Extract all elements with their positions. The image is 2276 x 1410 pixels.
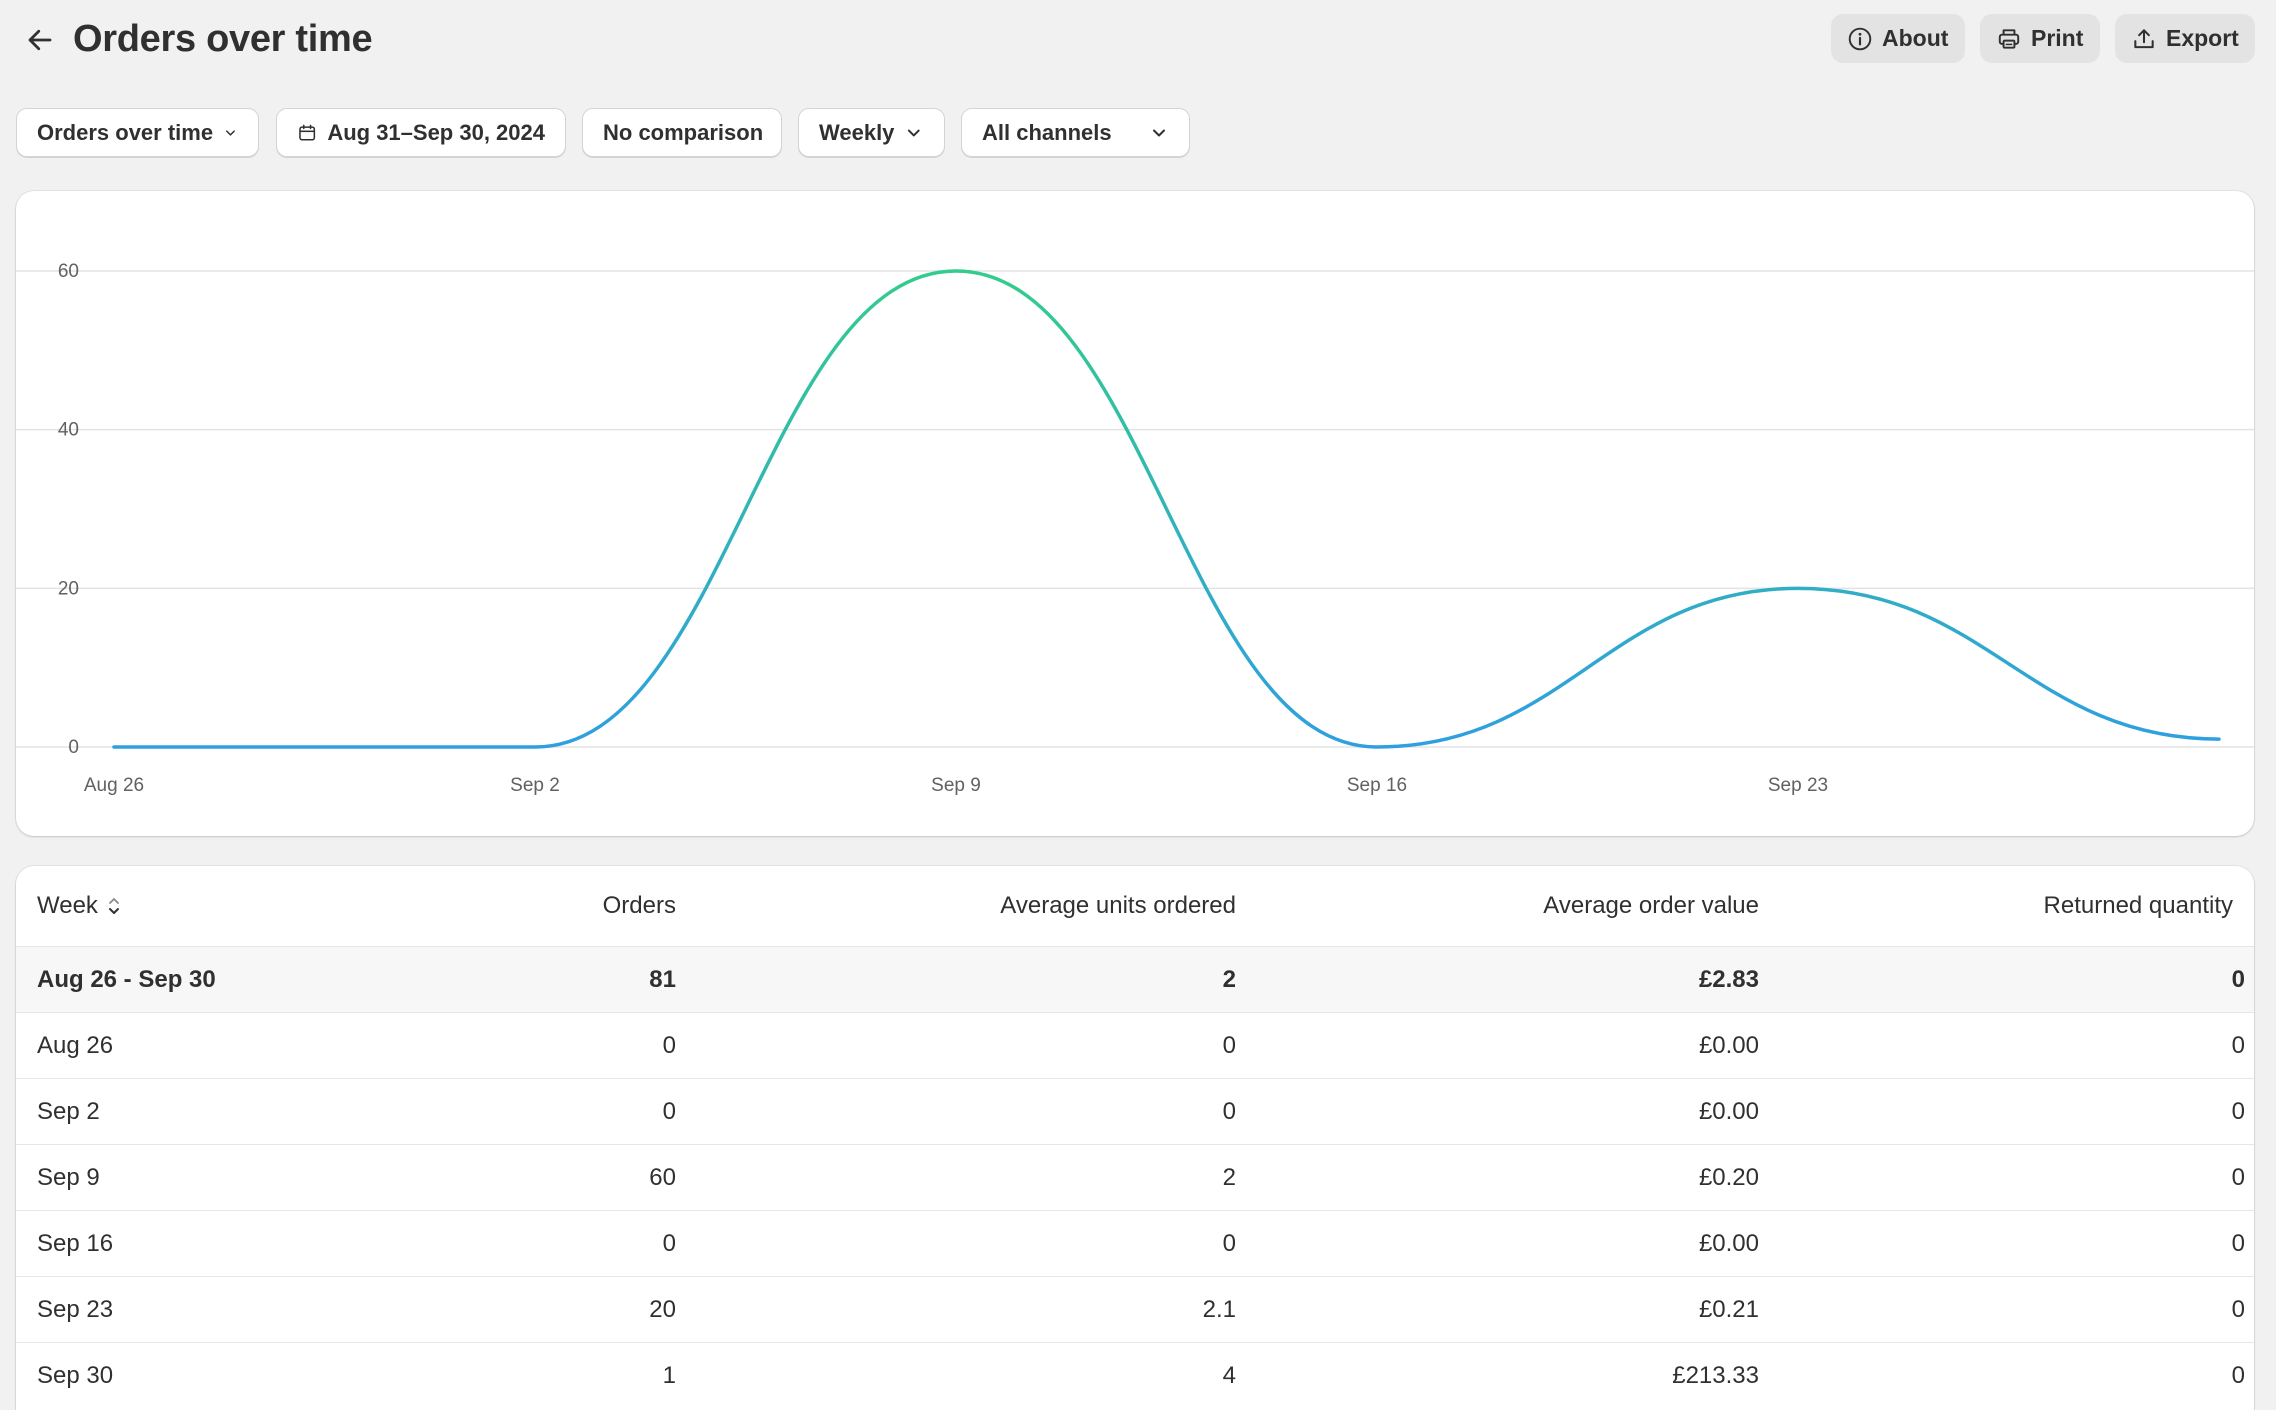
cell-orders: 0 xyxy=(662,1229,676,1257)
cell-avg-units: 0 xyxy=(1222,1031,1236,1059)
export-button[interactable]: Export xyxy=(2115,14,2255,63)
info-icon xyxy=(1848,27,1872,50)
cell-returned-qty: 0 xyxy=(2231,1031,2245,1059)
about-label: About xyxy=(1882,25,1949,51)
comparison-label: No comparison xyxy=(603,119,764,145)
cell-returned-qty: 0 xyxy=(2231,1295,2245,1323)
cell-returned-qty: 0 xyxy=(2231,1163,2245,1191)
x-tick-label: Aug 26 xyxy=(84,775,144,796)
arrow-left-icon xyxy=(28,29,52,51)
cell-avg-order-value: £0.00 xyxy=(1698,1097,1759,1125)
print-label: Print xyxy=(2031,25,2084,51)
cell-avg-order-value: £213.33 xyxy=(1672,1361,1759,1389)
cell-avg-order-value: £0.21 xyxy=(1698,1295,1759,1323)
column-header-week[interactable]: Week xyxy=(37,866,437,946)
cell-returned-qty: 0 xyxy=(2231,1229,2245,1257)
orders-series-line xyxy=(112,269,2221,749)
x-axis: Aug 26 Sep 2 Sep 9 Sep 16 Sep 23 xyxy=(84,775,1828,796)
table-row: Sep 9 60 2 £0.20 0 xyxy=(16,1144,2254,1210)
x-tick-label: Sep 2 xyxy=(510,775,560,796)
y-axis: 0 20 40 60 xyxy=(58,261,79,758)
cell-avg-units: 0 xyxy=(1222,1229,1236,1257)
column-header-avg-units[interactable]: Average units ordered xyxy=(1000,892,1236,919)
total-avg-units: 2 xyxy=(1222,965,1236,993)
column-header-returned-qty[interactable]: Returned quantity xyxy=(2043,892,2233,919)
calendar-icon xyxy=(299,124,316,141)
upload-icon xyxy=(2134,28,2154,48)
chart-card: 0 20 40 60 Aug 26 Sep 2 Sep 9 Sep 16 Sep 23 xyxy=(16,191,2254,836)
page-header: Orders over time About Print Ex xyxy=(0,0,2276,80)
total-avg-order-value: £2.83 xyxy=(1698,965,1759,993)
cell-week: Sep 23 xyxy=(37,1295,114,1323)
cell-week: Sep 2 xyxy=(37,1097,100,1125)
x-tick-label: Sep 16 xyxy=(1347,775,1407,796)
y-tick-label: 0 xyxy=(68,737,79,758)
cell-avg-units: 2 xyxy=(1222,1163,1236,1191)
table-row: Sep 2 0 0 £0.00 0 xyxy=(16,1078,2254,1144)
cell-orders: 0 xyxy=(662,1097,676,1125)
about-button[interactable]: About xyxy=(1831,14,1965,63)
chart-gridlines xyxy=(16,270,2254,748)
table-total-row: Aug 26 - Sep 30 81 2 £2.83 0 xyxy=(16,946,2254,1012)
y-tick-label: 60 xyxy=(58,261,79,282)
x-tick-label: Sep 23 xyxy=(1768,775,1828,796)
cell-avg-order-value: £0.00 xyxy=(1698,1031,1759,1059)
cell-week: Sep 16 xyxy=(37,1229,114,1257)
granularity-select[interactable]: Weekly xyxy=(798,108,945,157)
channels-label: All channels xyxy=(982,119,1112,145)
table-header-row: Week Orders Average units ordered Averag… xyxy=(16,866,2254,946)
column-header-avg-order-value[interactable]: Average order value xyxy=(1543,892,1759,919)
orders-line-chart: 0 20 40 60 Aug 26 Sep 2 Sep 9 Sep 16 Sep 23 xyxy=(16,261,2254,796)
channels-select[interactable]: All channels xyxy=(961,108,1190,157)
total-orders: 81 xyxy=(649,965,676,993)
cell-avg-units: 4 xyxy=(1222,1361,1236,1389)
cell-returned-qty: 0 xyxy=(2231,1361,2245,1389)
page-title: Orders over time xyxy=(73,18,373,60)
report-type-select[interactable]: Orders over time xyxy=(16,108,259,157)
report-type-label: Orders over time xyxy=(37,119,214,145)
column-header-orders[interactable]: Orders xyxy=(602,892,676,919)
cell-avg-units: 0 xyxy=(1222,1097,1236,1125)
cell-week: Aug 26 xyxy=(37,1031,114,1059)
cell-avg-units: 2.1 xyxy=(1202,1295,1236,1323)
cell-avg-order-value: £0.20 xyxy=(1698,1163,1759,1191)
printer-icon xyxy=(1998,28,2020,49)
back-button[interactable] xyxy=(18,18,62,62)
cell-orders: 0 xyxy=(662,1031,676,1059)
cell-orders: 1 xyxy=(662,1361,676,1389)
column-label: Week xyxy=(37,892,98,919)
cell-orders: 20 xyxy=(649,1295,676,1323)
cell-week: Sep 9 xyxy=(37,1163,100,1191)
table-row: Sep 16 0 0 £0.00 0 xyxy=(16,1210,2254,1276)
y-tick-label: 20 xyxy=(58,578,79,599)
chevron-down-icon xyxy=(226,129,236,136)
total-week: Aug 26 - Sep 30 xyxy=(37,965,216,993)
x-tick-label: Sep 9 xyxy=(931,775,981,796)
date-range-picker[interactable]: Aug 31–Sep 30, 2024 xyxy=(276,108,566,157)
cell-avg-order-value: £0.00 xyxy=(1698,1229,1759,1257)
table-row: Sep 23 20 2.1 £0.21 0 xyxy=(16,1276,2254,1342)
y-tick-label: 40 xyxy=(58,420,79,441)
cell-week: Sep 30 xyxy=(37,1361,114,1389)
cell-orders: 60 xyxy=(649,1163,676,1191)
chevron-down-icon xyxy=(1153,129,1165,136)
comparison-select[interactable]: No comparison xyxy=(582,108,782,157)
total-returned-qty: 0 xyxy=(2231,965,2245,993)
table-row: Aug 26 0 0 £0.00 0 xyxy=(16,1012,2254,1078)
sort-icon[interactable] xyxy=(106,894,122,918)
print-button[interactable]: Print xyxy=(1980,14,2100,63)
chevron-down-icon xyxy=(908,129,921,136)
cell-returned-qty: 0 xyxy=(2231,1097,2245,1125)
granularity-label: Weekly xyxy=(819,119,895,145)
export-label: Export xyxy=(2166,25,2239,51)
orders-table: Week Orders Average units ordered Averag… xyxy=(16,866,2254,1410)
table-row: Sep 30 1 4 £213.33 0 xyxy=(16,1342,2254,1408)
date-range-label: Aug 31–Sep 30, 2024 xyxy=(327,119,545,145)
